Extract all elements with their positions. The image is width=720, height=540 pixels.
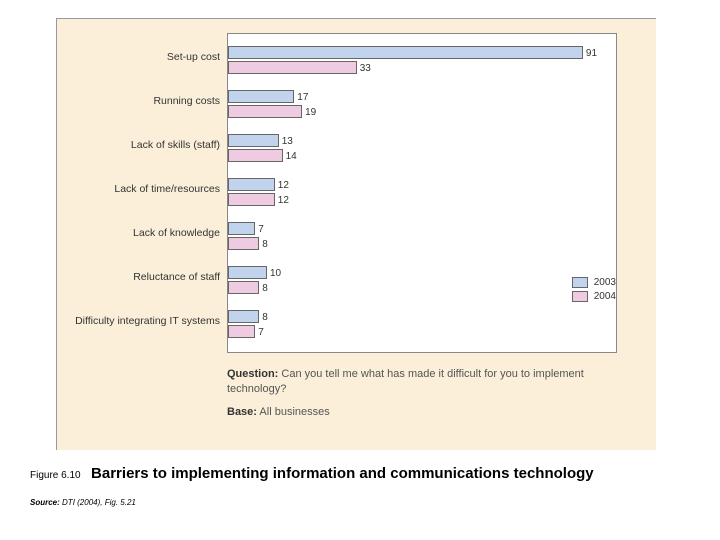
bar-value: 7	[258, 326, 264, 339]
bar-value: 17	[297, 91, 308, 104]
category-label: Lack of time/resources	[60, 184, 220, 196]
legend-label: 2003	[594, 277, 616, 288]
bar-value: 8	[262, 238, 268, 251]
bar-2004: 19	[228, 105, 302, 118]
source-text: DTI (2004), Fig. 5.21	[62, 498, 136, 507]
bar-value: 10	[270, 267, 281, 280]
bar-value: 12	[278, 194, 289, 207]
source-label: Source:	[30, 498, 60, 507]
source-line: Source: DTI (2004), Fig. 5.21	[30, 498, 136, 507]
legend-label: 2004	[594, 291, 616, 302]
bar-2003: 7	[228, 222, 255, 235]
legend-item: 2003	[572, 277, 616, 288]
plot-area: 91331719131412127810887	[227, 33, 617, 353]
base-text: All businesses	[259, 406, 329, 418]
figure-title: Barriers to implementing information and…	[91, 465, 594, 482]
base-label: Base:	[227, 406, 257, 418]
legend-swatch	[572, 291, 588, 302]
bar-2003: 17	[228, 90, 294, 103]
bar-2003: 91	[228, 46, 583, 59]
question-label: Question:	[227, 368, 278, 380]
bar-2004: 14	[228, 149, 283, 162]
category-label: Difficulty integrating IT systems	[60, 316, 220, 328]
chart-frame: 91331719131412127810887 20032004 Questio…	[56, 18, 656, 450]
bar-value: 8	[262, 282, 268, 295]
bar-value: 12	[278, 179, 289, 192]
bar-value: 33	[360, 62, 371, 75]
category-label: Reluctance of staff	[60, 272, 220, 284]
bar-value: 8	[262, 311, 268, 324]
bar-2003: 13	[228, 134, 279, 147]
bar-2004: 8	[228, 281, 259, 294]
bar-value: 13	[282, 135, 293, 148]
category-label: Lack of skills (staff)	[60, 140, 220, 152]
bar-2004: 33	[228, 61, 357, 74]
bar-2004: 7	[228, 325, 255, 338]
category-label: Running costs	[60, 96, 220, 108]
bar-2004: 12	[228, 193, 275, 206]
bar-2004: 8	[228, 237, 259, 250]
category-label: Lack of knowledge	[60, 228, 220, 240]
bar-value: 7	[258, 223, 264, 236]
bar-value: 19	[305, 106, 316, 119]
legend: 2003 2004	[572, 277, 616, 305]
bar-value: 14	[286, 150, 297, 163]
figure-caption: Figure 6.10 Barriers to implementing inf…	[30, 465, 710, 483]
question-text: Can you tell me what has made it difficu…	[227, 368, 584, 395]
bar-2003: 10	[228, 266, 267, 279]
figure-number: Figure 6.10	[30, 470, 81, 481]
bar-value: 91	[586, 47, 597, 60]
legend-item: 2004	[572, 291, 616, 302]
bar-2003: 12	[228, 178, 275, 191]
category-label: Set-up cost	[60, 52, 220, 64]
bar-2003: 8	[228, 310, 259, 323]
legend-swatch	[572, 277, 588, 288]
question-block: Question: Can you tell me what has made …	[227, 367, 617, 420]
